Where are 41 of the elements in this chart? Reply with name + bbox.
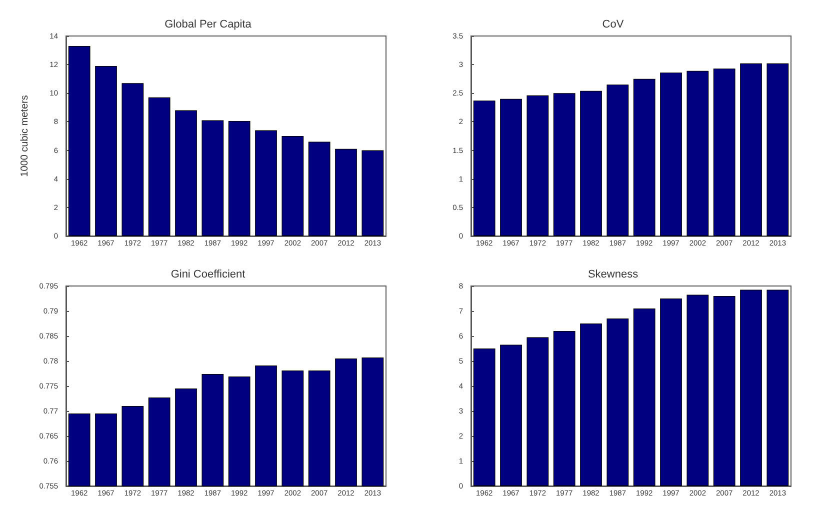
bar [766,290,789,486]
bar [686,70,709,236]
bar [526,337,549,486]
bar [633,308,656,486]
bar [228,121,250,236]
bar [580,324,602,486]
bar [686,294,709,486]
bar [580,90,602,236]
bar [175,110,197,236]
bar [473,348,496,486]
bar [553,331,576,486]
bar [606,84,629,236]
chart-title: Global Per Capita [164,18,252,30]
bar [362,150,384,236]
bar [202,120,224,236]
bar [122,83,144,236]
bar [766,63,789,236]
bar [255,130,277,236]
bar [95,66,117,236]
bar [335,148,357,236]
chart-title: CoV [602,18,624,30]
bar [713,296,736,486]
bar [660,72,682,236]
bar [713,68,736,236]
bar [500,344,522,486]
bar [526,95,549,236]
bar [553,93,576,236]
y-axis-title: 1000 cubic meters [20,95,30,177]
bar [473,100,496,236]
bar [740,63,762,236]
bar [633,78,656,236]
bar [500,98,522,236]
bar [148,97,170,236]
bar [740,290,762,486]
bar [660,298,682,486]
chart-title: Skewness [588,268,639,280]
bar [68,46,90,236]
chart-title: Gini Coefficient [170,268,246,280]
bar [308,142,330,236]
bar [282,136,304,236]
bar [606,318,629,486]
